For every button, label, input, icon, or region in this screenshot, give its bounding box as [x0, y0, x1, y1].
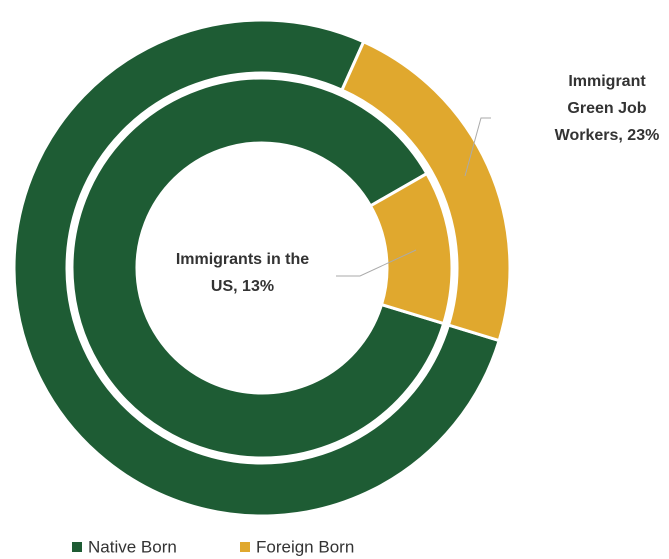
leader-line [464, 117, 491, 177]
donut-slice [368, 171, 454, 326]
donut-slice [70, 76, 446, 460]
donut-slice [339, 39, 512, 343]
legend-swatch [240, 542, 250, 552]
legend-label: Foreign Born [256, 537, 354, 556]
leader-line [336, 249, 417, 277]
legend-label: Native Born [88, 537, 177, 556]
donut-slice [12, 18, 502, 518]
outer-label: Immigrant Green Job Workers, 23% [554, 73, 660, 144]
inner-label: Immigrants in the US, 13% [175, 251, 310, 295]
legend-swatch [72, 542, 82, 552]
